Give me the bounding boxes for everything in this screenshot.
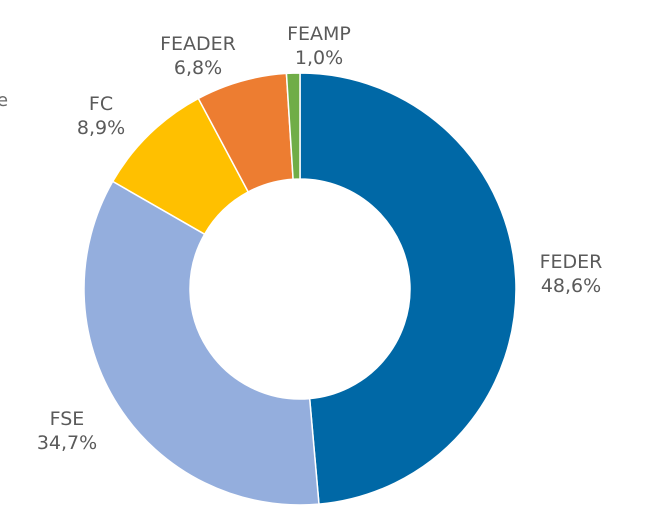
slice-label-fc: FC <box>89 93 113 115</box>
slice-feder <box>299 72 517 505</box>
slice-value-fse: 34,7% <box>37 432 97 454</box>
slice-fse <box>83 180 320 506</box>
slice-feamp <box>285 72 301 181</box>
slice-label-feader: FEADER <box>160 33 236 55</box>
slice-value-fc: 8,9% <box>77 117 125 139</box>
donut-slices <box>83 72 517 506</box>
slice-value-feamp: 1,0% <box>295 47 343 69</box>
slice-value-feder: 48,6% <box>541 275 601 297</box>
slice-label-feamp: FEAMP <box>287 23 351 45</box>
edge-glyph: e <box>0 90 8 111</box>
slice-value-feader: 6,8% <box>174 57 222 79</box>
slice-label-fse: FSE <box>50 408 85 430</box>
slice-label-feder: FEDER <box>540 251 603 273</box>
